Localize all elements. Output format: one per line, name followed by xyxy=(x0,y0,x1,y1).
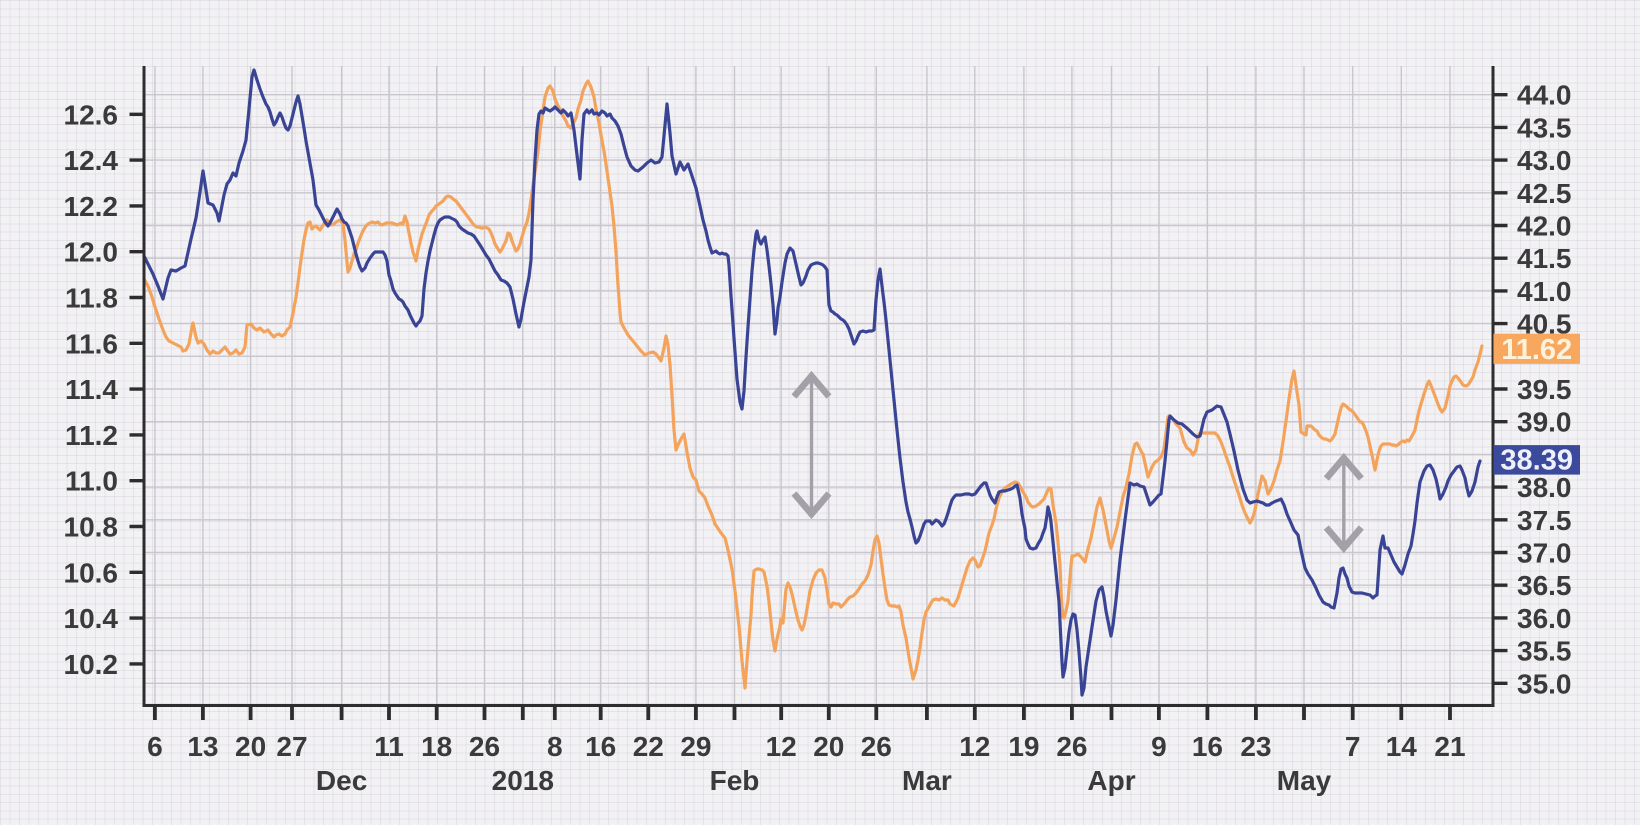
svg-text:36.5: 36.5 xyxy=(1517,570,1572,601)
svg-text:22: 22 xyxy=(633,731,664,762)
svg-text:12.6: 12.6 xyxy=(64,99,119,130)
svg-text:8: 8 xyxy=(547,731,563,762)
svg-text:14: 14 xyxy=(1386,731,1418,762)
svg-text:26: 26 xyxy=(469,731,500,762)
svg-text:May: May xyxy=(1277,765,1332,796)
svg-text:43.5: 43.5 xyxy=(1517,112,1572,143)
svg-text:2018: 2018 xyxy=(492,765,554,796)
svg-text:39.5: 39.5 xyxy=(1517,374,1572,405)
svg-text:38.0: 38.0 xyxy=(1517,472,1572,503)
svg-text:35.0: 35.0 xyxy=(1517,668,1572,699)
svg-text:Feb: Feb xyxy=(710,765,760,796)
svg-text:10.2: 10.2 xyxy=(64,649,119,680)
svg-text:12: 12 xyxy=(959,731,990,762)
svg-text:37.0: 37.0 xyxy=(1517,538,1572,569)
svg-text:16: 16 xyxy=(1192,731,1223,762)
svg-text:18: 18 xyxy=(421,731,452,762)
svg-text:11: 11 xyxy=(374,731,404,762)
svg-text:35.5: 35.5 xyxy=(1517,636,1572,667)
svg-text:26: 26 xyxy=(861,731,892,762)
svg-text:37.5: 37.5 xyxy=(1517,505,1572,536)
svg-text:6: 6 xyxy=(147,731,163,762)
svg-text:9: 9 xyxy=(1151,731,1167,762)
svg-text:20: 20 xyxy=(813,731,844,762)
svg-text:27: 27 xyxy=(276,731,307,762)
svg-text:11.6: 11.6 xyxy=(65,328,118,359)
svg-text:Mar: Mar xyxy=(902,765,952,796)
svg-text:10.8: 10.8 xyxy=(64,512,119,543)
svg-text:7: 7 xyxy=(1345,731,1361,762)
svg-text:Apr: Apr xyxy=(1087,765,1135,796)
svg-text:11.0: 11.0 xyxy=(65,466,118,497)
svg-text:10.6: 10.6 xyxy=(64,557,119,588)
svg-text:11.62: 11.62 xyxy=(1501,334,1572,366)
svg-text:12.2: 12.2 xyxy=(64,191,119,222)
svg-text:42.0: 42.0 xyxy=(1517,211,1572,242)
svg-text:13: 13 xyxy=(187,731,218,762)
svg-text:Dec: Dec xyxy=(316,765,367,796)
svg-text:12.4: 12.4 xyxy=(64,145,119,176)
svg-text:20: 20 xyxy=(235,731,266,762)
svg-text:21: 21 xyxy=(1434,731,1465,762)
svg-text:12.0: 12.0 xyxy=(64,237,119,268)
svg-text:19: 19 xyxy=(1008,731,1039,762)
svg-text:26: 26 xyxy=(1056,731,1087,762)
svg-text:39.0: 39.0 xyxy=(1517,407,1572,438)
svg-text:42.5: 42.5 xyxy=(1517,178,1572,209)
svg-text:41.0: 41.0 xyxy=(1517,276,1572,307)
svg-text:16: 16 xyxy=(585,731,616,762)
svg-text:11.4: 11.4 xyxy=(65,374,118,405)
svg-text:44.0: 44.0 xyxy=(1517,80,1572,111)
svg-text:29: 29 xyxy=(680,731,711,762)
svg-text:11.8: 11.8 xyxy=(65,283,118,314)
svg-text:41.5: 41.5 xyxy=(1517,243,1572,274)
svg-text:12: 12 xyxy=(766,731,797,762)
svg-text:43.0: 43.0 xyxy=(1517,145,1572,176)
svg-text:36.0: 36.0 xyxy=(1517,603,1572,634)
svg-text:23: 23 xyxy=(1240,731,1271,762)
svg-text:11.2: 11.2 xyxy=(65,420,118,451)
svg-text:38.39: 38.39 xyxy=(1500,445,1573,477)
svg-text:10.4: 10.4 xyxy=(64,603,119,634)
